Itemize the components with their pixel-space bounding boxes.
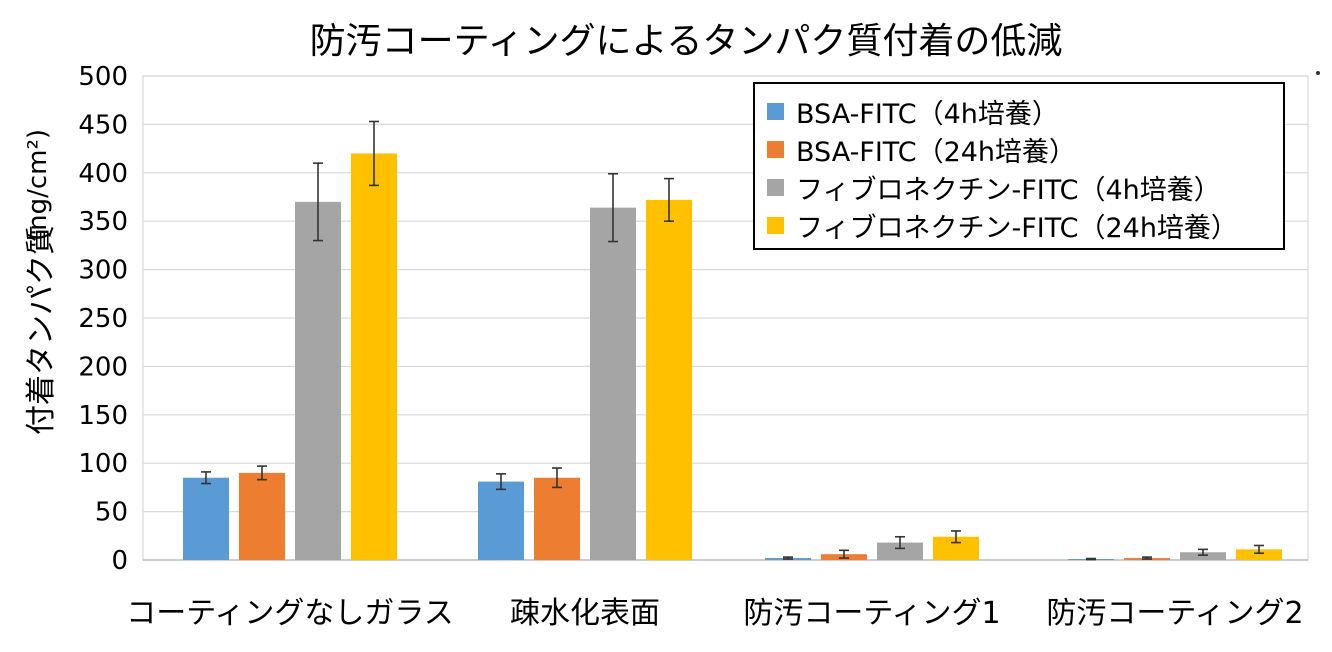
y-tick-label: 150 — [78, 401, 128, 431]
legend-swatch — [767, 178, 784, 196]
bar — [478, 481, 524, 560]
error-bar — [895, 535, 905, 550]
bar — [1180, 552, 1226, 560]
error-bar — [496, 473, 506, 491]
legend-label: フィブロネクチン-FITC（4h培養） — [796, 174, 1221, 206]
error-bar — [552, 467, 562, 489]
legend-swatch — [767, 140, 784, 158]
y-tick-label: 0 — [111, 546, 128, 576]
error-bar — [313, 162, 323, 242]
bar — [933, 536, 979, 560]
legend-label: フィブロネクチン-FITC（24h培養） — [796, 212, 1238, 244]
legend-swatch — [767, 102, 784, 120]
bar — [590, 207, 636, 560]
y-axis-title: 付着タンパク質 — [24, 225, 59, 435]
error-bar — [1198, 548, 1208, 556]
x-category-label: 疎水化表面 — [510, 596, 660, 631]
legend-item: BSA-FITC（4h培養） — [767, 92, 1283, 130]
error-bar — [839, 549, 849, 559]
legend-item: BSA-FITC（24h培養） — [767, 130, 1283, 168]
legend: BSA-FITC（4h培養） BSA-FITC（24h培養） フィブロネクチン-… — [753, 82, 1285, 250]
chart-title: 防汚コーティングによるタンパク質付着の低減 — [309, 21, 1063, 62]
legend-label: BSA-FITC（24h培養） — [796, 136, 1077, 168]
x-category-label: 防汚コーティング1 — [743, 596, 1001, 631]
legend-swatch — [767, 216, 784, 234]
error-bar — [201, 471, 211, 485]
y-tick-label: 250 — [78, 304, 128, 334]
error-bar — [1142, 556, 1152, 560]
bar — [646, 199, 692, 561]
legend-item: フィブロネクチン-FITC（24h培養） — [767, 206, 1283, 244]
bar — [239, 472, 285, 560]
error-bar — [1086, 557, 1096, 561]
bar — [183, 477, 229, 560]
error-bar — [1254, 544, 1264, 555]
y-tick-label: 400 — [78, 159, 128, 189]
y-tick-label: 500 — [78, 62, 128, 92]
error-bar — [369, 120, 379, 187]
bar — [351, 153, 397, 560]
stray-dot — [1316, 71, 1320, 75]
bar — [534, 477, 580, 560]
error-bar — [257, 465, 267, 481]
error-bar — [664, 177, 674, 222]
legend-item: フィブロネクチン-FITC（4h培養） — [767, 168, 1283, 206]
bar — [1236, 549, 1282, 560]
y-tick-label: 450 — [78, 110, 128, 140]
x-category-label: コーティングなしガラス — [126, 596, 454, 631]
y-tick-label: 200 — [78, 352, 128, 382]
error-bar — [608, 172, 618, 243]
error-bar — [783, 556, 793, 560]
y-tick-label: 50 — [95, 498, 128, 528]
y-tick-label: 300 — [78, 256, 128, 286]
y-tick-label: 100 — [78, 449, 128, 479]
bar — [295, 201, 341, 560]
bar — [877, 542, 923, 560]
y-tick-label: 350 — [78, 207, 128, 237]
x-category-label: 防汚コーティング2 — [1046, 596, 1304, 631]
legend-label: BSA-FITC（4h培養） — [796, 98, 1059, 130]
error-bar — [951, 530, 961, 544]
